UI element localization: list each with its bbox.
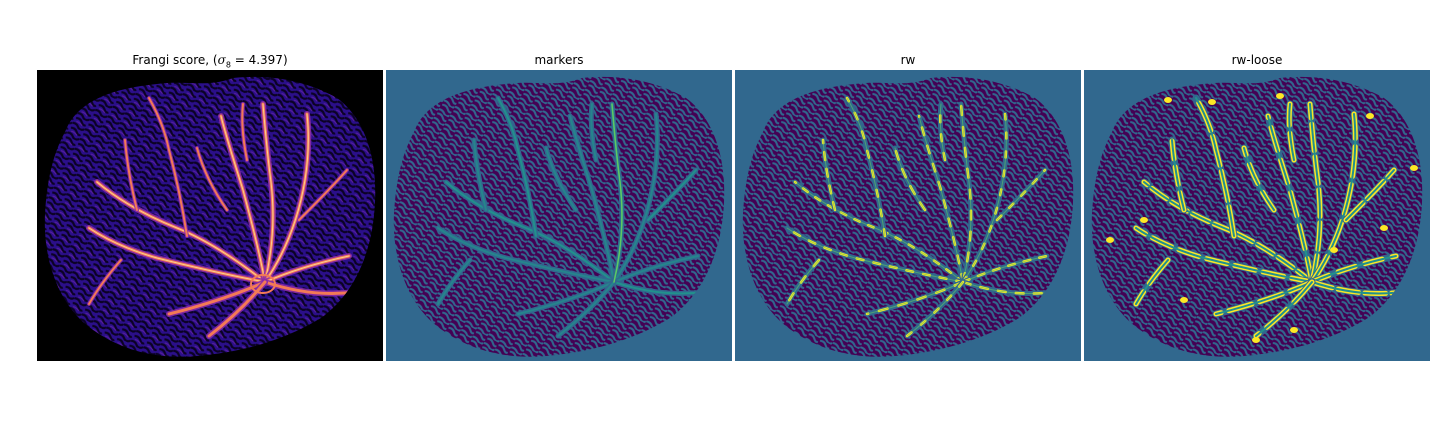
markers-panel <box>386 70 732 361</box>
rw-loose-title: rw-loose <box>1231 53 1283 67</box>
frangi-title: Frangi score, (σ8 = 4.397) <box>132 53 288 70</box>
rw-image <box>735 70 1081 361</box>
rw-title: rw <box>900 53 916 67</box>
rw-loose-panel <box>1084 70 1430 361</box>
markers-image <box>386 70 732 361</box>
frangi-panel <box>37 70 383 361</box>
rw-panel <box>735 70 1081 361</box>
rw-loose-image <box>1084 70 1430 361</box>
markers-title: markers <box>534 53 584 67</box>
frangi-image <box>37 70 383 361</box>
